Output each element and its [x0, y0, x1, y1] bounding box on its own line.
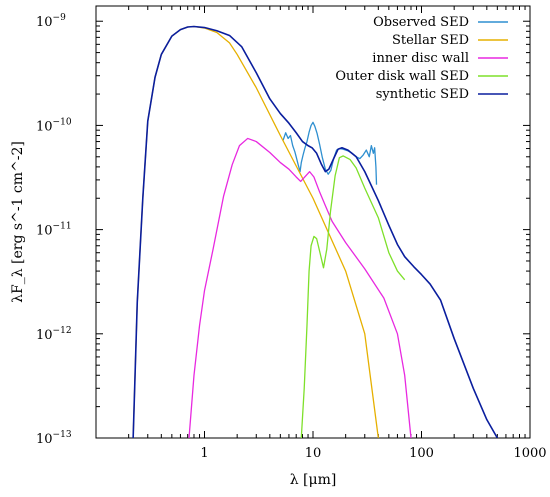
- y-tick-label: 10−10: [36, 117, 72, 134]
- series-line-synthetic-sed: [132, 25, 499, 438]
- y-axis-title: λF_λ [erg s^-1 cm^-2]: [10, 141, 26, 303]
- series-line-inner-disc-wall: [188, 137, 412, 438]
- axis-tick-labels: 1 10 100 1000 10−9 10−10 10−11 10−12 10−13: [36, 13, 547, 461]
- series-layer: [132, 25, 499, 438]
- y-tick-label: 10−11: [36, 222, 72, 239]
- x-tick-label: 10: [305, 446, 322, 461]
- y-tick-label: 10−9: [36, 13, 66, 30]
- series-line-outer-disk-wall-sed: [300, 155, 406, 438]
- x-tick-label: 1: [200, 446, 208, 461]
- legend-label-inner-disc-wall: inner disc wall: [372, 51, 469, 66]
- y-tick-label: 10−13: [36, 430, 72, 447]
- legend-label-observed-sed: Observed SED: [373, 15, 469, 30]
- x-tick-label: 1000: [513, 446, 546, 461]
- legend: Observed SED Stellar SED inner disc wall Ou…: [335, 15, 508, 102]
- series-line-observed-sed: [282, 121, 378, 185]
- x-tick-label: 100: [409, 446, 434, 461]
- series-line-stellar-sed: [132, 25, 379, 438]
- axis-ticks: [95, 6, 531, 439]
- legend-label-synthetic-sed: synthetic SED: [376, 87, 469, 102]
- x-axis-title: λ [μm]: [290, 472, 337, 488]
- legend-label-stellar-sed: Stellar SED: [392, 33, 469, 48]
- legend-label-outer-disk-wall-sed: Outer disk wall SED: [335, 69, 469, 84]
- y-tick-label: 10−12: [36, 326, 72, 343]
